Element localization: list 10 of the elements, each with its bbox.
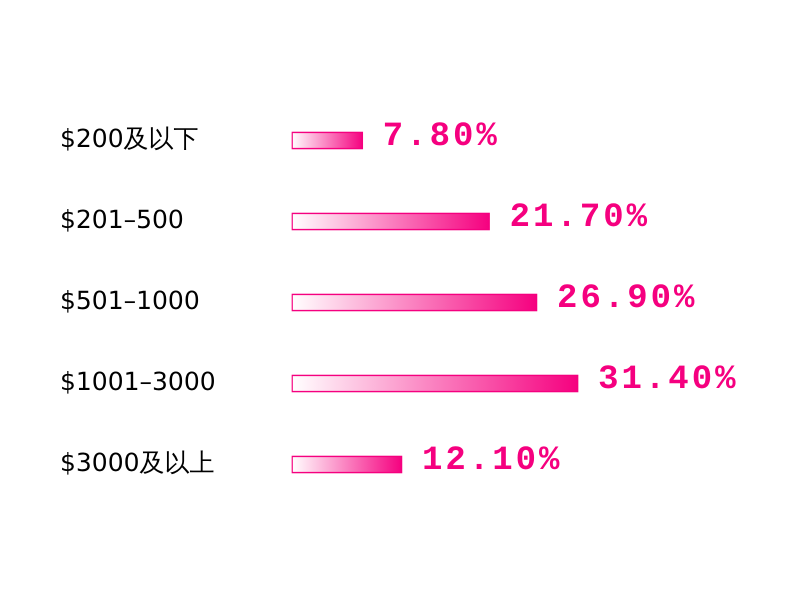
y-tick-label: $200及以下	[60, 124, 199, 153]
data-label: 21.70%	[510, 199, 648, 238]
y-tick-label: $201–500	[60, 205, 184, 234]
data-label: 31.40%	[598, 361, 736, 400]
data-label: 26.90%	[557, 280, 696, 318]
data-label: 7.80%	[382, 118, 498, 156]
data-label: 12.10%	[422, 442, 560, 480]
y-tick-label: $501–1000	[60, 286, 200, 315]
y-tick-label: $3000及以上	[60, 448, 215, 477]
y-tick-label: $1001–3000	[60, 367, 216, 396]
